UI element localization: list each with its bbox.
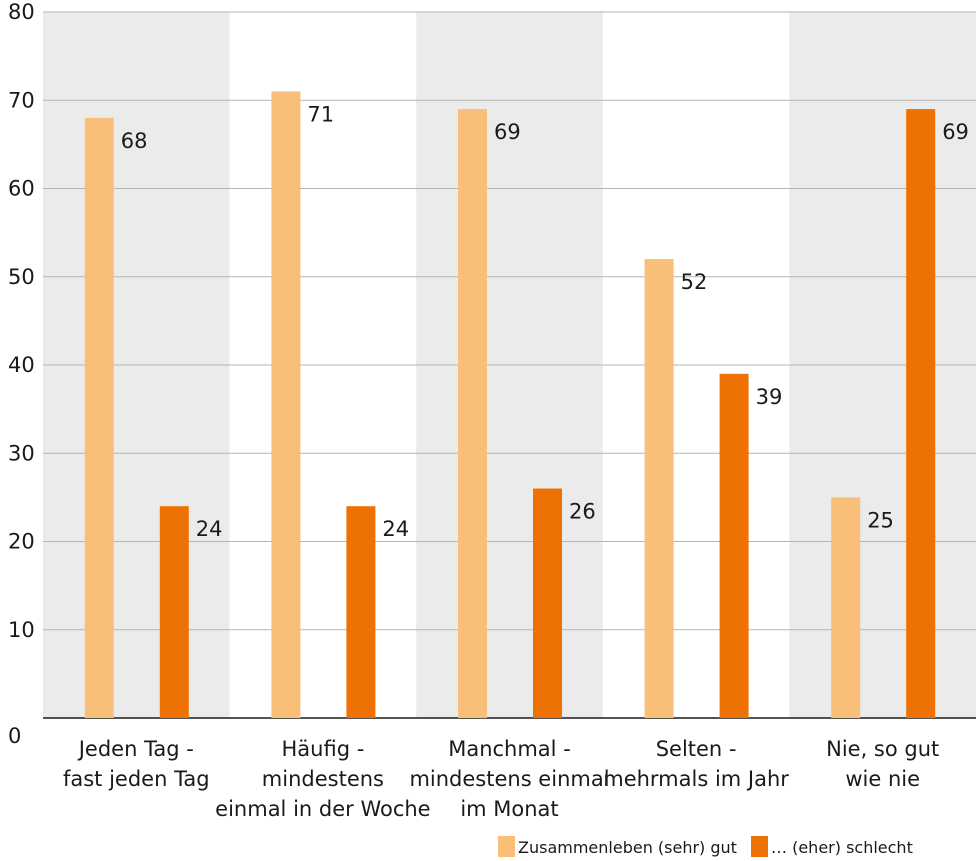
category-label: Häufig - (282, 737, 365, 761)
data-label: 69 (942, 120, 969, 144)
bar (346, 506, 376, 718)
y-tick-label: 40 (8, 353, 35, 377)
bar (458, 109, 487, 718)
legend-swatch (498, 836, 515, 857)
y-tick-label: 10 (8, 618, 35, 642)
y-tick-label: 30 (8, 441, 35, 465)
bar (644, 259, 674, 718)
data-label: 52 (681, 270, 708, 294)
data-label: 39 (756, 385, 783, 409)
data-label: 24 (196, 517, 223, 541)
data-label: 68 (121, 129, 148, 153)
bar (831, 497, 861, 718)
category-label: im Monat (460, 797, 558, 821)
y-tick-label: 60 (8, 177, 35, 201)
category-label: mehrmals im Jahr (603, 767, 789, 791)
category-label: Selten - (656, 737, 737, 761)
legend-label: … (eher) schlecht (771, 838, 913, 857)
data-label: 69 (494, 120, 521, 144)
data-label: 71 (307, 102, 334, 126)
y-tick-label: 20 (8, 530, 35, 554)
category-label: wie nie (845, 767, 920, 791)
category-label: einmal in der Woche (215, 797, 430, 821)
bar (906, 109, 936, 718)
category-label: Manchmal - (448, 737, 571, 761)
category-label: fast jeden Tag (63, 767, 210, 791)
y-tick-label: 0 (8, 724, 21, 748)
data-label: 26 (569, 500, 596, 524)
bar (271, 91, 301, 719)
legend-label: Zusammenleben (sehr) gut (518, 838, 737, 857)
y-tick-label: 50 (8, 265, 35, 289)
bar (533, 488, 562, 718)
category-label: Jeden Tag - (77, 737, 194, 761)
category-label: Nie, so gut (826, 737, 939, 761)
data-label: 24 (382, 517, 409, 541)
y-tick-label: 80 (8, 0, 35, 24)
bar (84, 117, 114, 718)
data-label: 25 (867, 508, 894, 532)
y-tick-label: 70 (8, 88, 35, 112)
category-label: mindestens (262, 767, 384, 791)
category-label: mindestens einmal (409, 767, 609, 791)
bar (719, 373, 749, 718)
bar (159, 506, 189, 718)
legend-swatch (751, 836, 768, 857)
